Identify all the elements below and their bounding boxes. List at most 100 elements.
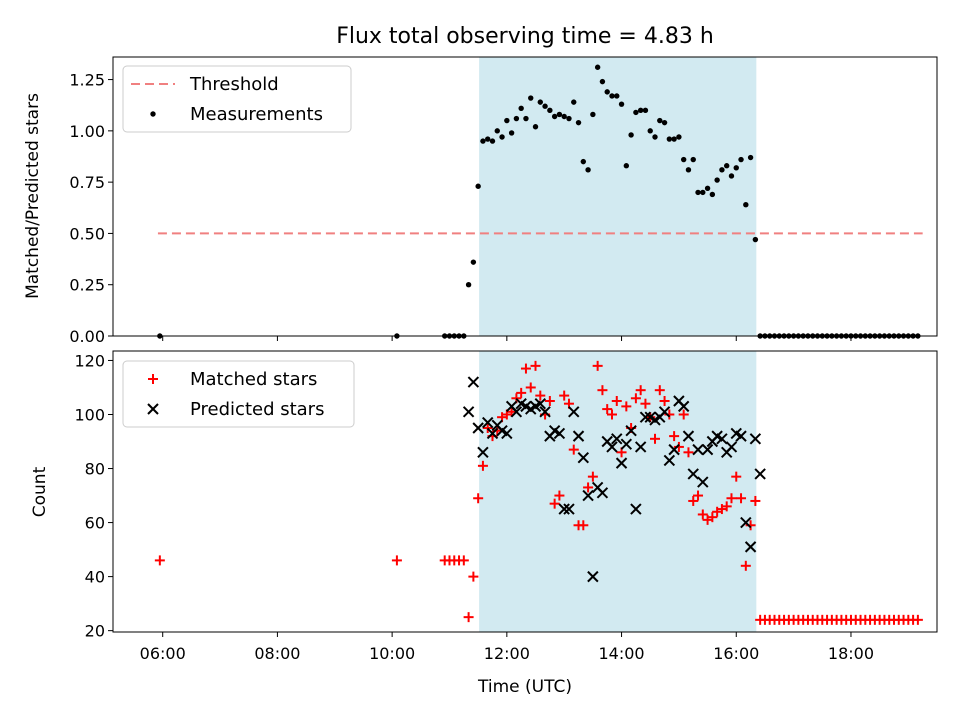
measurement-point <box>518 105 524 111</box>
predicted-star-point-b <box>735 430 747 442</box>
measurement-point <box>652 134 658 140</box>
predicted-star-point-b <box>673 395 685 407</box>
predicted-star-point <box>572 430 585 442</box>
predicted-star-point-b <box>668 443 680 456</box>
predicted-star-point-b <box>611 433 623 445</box>
measurement-point <box>695 189 701 196</box>
predicted-star-point <box>716 433 728 445</box>
x-tick-label: 12:00 <box>484 644 530 663</box>
measurement-point <box>752 236 759 243</box>
matched-star-point <box>731 471 742 482</box>
matched-star-point <box>721 501 732 512</box>
predicted-star-point <box>620 438 633 450</box>
matched-star-point <box>477 460 488 471</box>
predicted-star-point <box>587 570 599 583</box>
predicted-star-point-b <box>634 441 647 453</box>
predicted-star-point-b <box>682 430 695 442</box>
matched-legend-swatch <box>148 374 158 384</box>
measurement-point <box>733 165 739 171</box>
predicted-star-point <box>735 430 747 442</box>
measurement-point <box>480 138 486 144</box>
predicted-star-point <box>634 441 647 453</box>
top-y-tick-label: 0.25 <box>69 276 105 295</box>
matched-star-point <box>740 560 751 571</box>
predicted-star-point <box>501 427 513 440</box>
matched-legend-label: Matched stars <box>190 369 317 390</box>
predicted-star-point-b <box>730 427 742 440</box>
predicted-star-point-b <box>568 406 580 418</box>
chart-title: Flux total observing time = 4.83 h <box>336 24 714 49</box>
measurement-point <box>528 95 534 101</box>
predicted-star-point <box>697 476 709 488</box>
measurement-point <box>575 119 582 126</box>
predicted-star-point <box>701 443 714 456</box>
top-panel: 0.00 0.25 0.50 0.75 1.00 1.25 Threshold Measure… <box>69 56 938 346</box>
matched-star-point <box>530 360 541 371</box>
measurement-point <box>685 167 692 173</box>
measurement-point <box>475 183 481 189</box>
predicted-star-point <box>553 427 566 440</box>
measurements-legend-label: Measurements <box>190 104 323 125</box>
matched-star-point <box>650 433 661 444</box>
predicted-star-point <box>744 541 757 553</box>
matched-star-point <box>597 385 608 396</box>
predicted-star-point-b <box>515 397 527 410</box>
measurement-point <box>532 124 539 130</box>
measurement-point <box>470 259 477 265</box>
top-observing-window <box>479 57 757 336</box>
measurement-point <box>504 117 510 124</box>
predicted-star-point <box>663 454 676 467</box>
bottom-y-tick-label: 60 <box>85 514 105 533</box>
measurement-point <box>700 189 706 196</box>
predicted-legend-swatch <box>147 403 159 415</box>
bottom-legend: Matched stars Predicted stars <box>122 360 355 428</box>
top-y-axis-label: Matched/Predicted stars <box>23 93 43 299</box>
x-tick-label: 18:00 <box>828 644 874 663</box>
predicted-star-point <box>568 406 580 418</box>
predicted-star-point-b <box>582 489 594 502</box>
predicted-star-point <box>482 416 494 429</box>
top-y-tick-label: 1.00 <box>69 122 105 141</box>
measurement-point <box>647 128 653 134</box>
matched-star-point <box>707 512 718 523</box>
predicted-star-point-b <box>539 406 551 418</box>
predicted-star-point-b <box>687 468 699 480</box>
predicted-star-point-b <box>477 446 489 459</box>
predicted-star-point-b <box>639 411 652 423</box>
predicted-star-point-b <box>606 441 618 453</box>
measurement-point <box>494 128 500 134</box>
measurement-point <box>609 93 615 99</box>
matched-star-point <box>635 385 646 396</box>
predicted-star-point-b <box>677 400 690 413</box>
matched-star-point <box>468 571 479 582</box>
predicted-star-point <box>740 516 752 529</box>
predicted-star-point <box>639 411 652 423</box>
predicted-star-point <box>462 406 475 418</box>
matched-star-point <box>611 395 622 406</box>
predicted-star-point <box>658 406 671 418</box>
predicted-star-point-b <box>467 376 480 388</box>
matched-star-point <box>606 409 617 420</box>
predicted-star-point <box>677 400 690 413</box>
measurement-point <box>738 156 744 163</box>
predicted-star-point-b <box>491 419 503 432</box>
top-plot-frame <box>112 56 938 337</box>
predicted-star-point-b <box>501 427 513 440</box>
matched-star-point <box>621 401 632 412</box>
top-y-tick-label: 0.00 <box>69 327 105 346</box>
measurement-point <box>508 130 515 136</box>
threshold-legend-label: Threshold <box>189 74 279 95</box>
predicted-star-point <box>682 430 695 442</box>
predicted-star-point-b <box>663 454 676 467</box>
predicted-star-point-b <box>462 406 475 418</box>
matched-star-point <box>554 490 565 501</box>
matched-star-point <box>726 493 737 504</box>
matched-star-point <box>669 431 680 442</box>
matched-star-point <box>568 444 579 455</box>
top-y-tick-label: 0.75 <box>69 173 105 192</box>
predicted-star-point-b <box>572 430 585 442</box>
measurement-point <box>728 173 735 179</box>
bottom-y-tick-label: 120 <box>74 351 105 370</box>
predicted-star-point-b <box>716 433 728 445</box>
measurement-point <box>614 93 620 99</box>
